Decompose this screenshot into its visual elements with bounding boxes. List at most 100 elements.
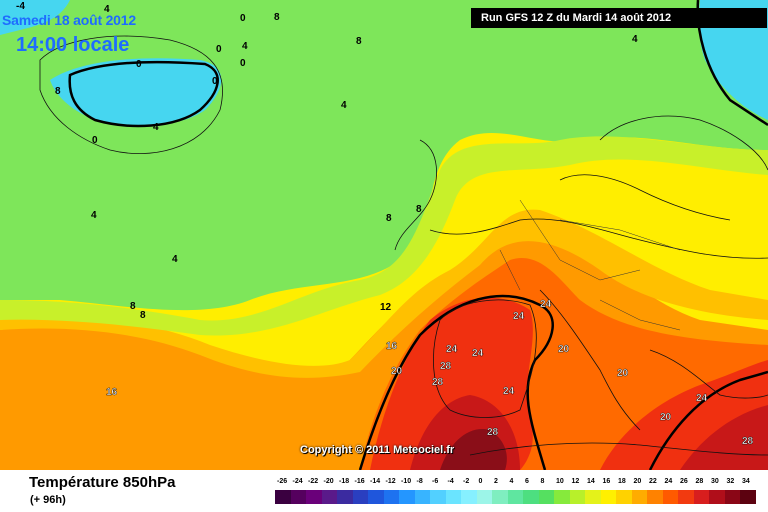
isotherm-value-label: 24 xyxy=(513,311,525,322)
isotherm-value-label: 24 xyxy=(472,348,484,359)
scale-tick-label: -2 xyxy=(463,478,470,485)
isotherm-value-label: 28 xyxy=(440,361,452,372)
scale-tick-label: -16 xyxy=(354,478,365,485)
scale-tick-label: 32 xyxy=(726,478,735,485)
forecast-offset: (+ 96h) xyxy=(30,494,66,506)
scale-swatch xyxy=(662,490,678,504)
scale-swatch xyxy=(352,490,368,504)
gold-band xyxy=(0,209,768,378)
scale-tick-label: 16 xyxy=(602,478,611,485)
yellow-green-zone xyxy=(0,136,768,336)
scale-swatch xyxy=(430,490,446,504)
scale-tick-label: 10 xyxy=(556,478,564,485)
scale-tick-label: -8 xyxy=(416,478,423,485)
land-borders xyxy=(499,199,681,331)
scale-swatch xyxy=(554,490,570,504)
isotherm-value-label: -4 xyxy=(16,1,25,12)
scale-swatch xyxy=(600,490,616,504)
scale-swatch xyxy=(368,490,384,504)
isotherm-value-label: 4 xyxy=(153,122,159,133)
scale-swatch xyxy=(337,490,353,504)
scale-swatch xyxy=(693,490,709,504)
scale-swatch xyxy=(321,490,337,504)
scale-swatch xyxy=(538,490,554,504)
scale-tick-label: 2 xyxy=(494,478,498,485)
scale-tick-label: -6 xyxy=(432,478,439,485)
scale-tick-label: 30 xyxy=(711,478,719,485)
isotherm-value-label: 24 xyxy=(696,393,708,404)
isotherm-value-label: 28 xyxy=(487,427,499,438)
scale-swatch xyxy=(275,490,291,504)
cold-cyan-greenland xyxy=(50,58,222,126)
isotherm-value-label: 20 xyxy=(660,412,672,423)
isotherm-value-label: 24 xyxy=(446,344,458,355)
isotherm-value-label: 20 xyxy=(558,344,570,355)
scale-swatch xyxy=(585,490,601,504)
scale-tick-label: 20 xyxy=(633,478,642,485)
scale-swatch xyxy=(569,490,585,504)
isotherm-value-label: 8 xyxy=(356,36,362,47)
valid-date: Samedi 18 août 2012 xyxy=(2,12,136,28)
isotherm-0-greenland xyxy=(68,60,219,128)
isotherm-value-label: 4 xyxy=(242,41,248,52)
isotherm-value-label: 4 xyxy=(104,4,110,15)
scale-swatch xyxy=(740,490,756,504)
scale-swatch xyxy=(647,490,663,504)
scale-tick-label: -18 xyxy=(339,478,350,485)
scale-swatch xyxy=(507,490,523,504)
scale-swatch xyxy=(523,490,539,504)
isotherm-value-label: 28 xyxy=(742,436,754,447)
scale-tick-label: 22 xyxy=(649,478,657,485)
scale-swatch xyxy=(476,490,492,504)
scale-tick-label: 12 xyxy=(571,478,580,485)
scale-tick-label: 8 xyxy=(540,478,545,485)
scale-tick-label: 34 xyxy=(742,478,750,485)
isotherm-value-label: 0 xyxy=(240,13,246,24)
isotherm-value-label: 0 xyxy=(216,44,222,55)
isotherm-value-label: 8 xyxy=(416,204,422,215)
scale-swatch xyxy=(461,490,477,504)
isotherm-value-label: 24 xyxy=(503,386,515,397)
coastlines xyxy=(39,35,768,456)
scale-swatch xyxy=(631,490,647,504)
scale-swatch xyxy=(414,490,430,504)
scale-tick-label: -26 xyxy=(277,478,288,485)
scale-swatch xyxy=(709,490,725,504)
isotherm-value-label: 0 xyxy=(240,58,246,69)
cold-cyan-corner xyxy=(0,0,70,35)
copyright-notice: Copyright © 2011 Meteociel.fr xyxy=(300,444,455,456)
isotherm-value-label: 20 xyxy=(391,366,403,377)
isotherm-value-label: 24 xyxy=(540,299,552,310)
isotherm-value-label: 16 xyxy=(386,341,398,352)
isotherm-value-label: 0 xyxy=(136,59,142,70)
isotherm-value-label: 4 xyxy=(632,34,638,45)
scale-tick-label: 18 xyxy=(618,478,626,485)
isotherm-24-east xyxy=(648,370,768,470)
legend-title: Température 850hPa xyxy=(29,474,176,491)
scale-tick-label: -22 xyxy=(308,478,319,485)
isotherm-value-label: 12 xyxy=(380,302,392,313)
isotherm-value-label: 8 xyxy=(274,12,280,23)
isotherm-value-label: 0 xyxy=(92,135,98,146)
scale-swatch xyxy=(399,490,415,504)
scale-swatch xyxy=(678,490,694,504)
valid-time: 14:00 locale xyxy=(16,34,130,56)
scale-tick-label: -4 xyxy=(447,478,454,485)
scale-swatch xyxy=(290,490,306,504)
scale-swatch xyxy=(616,490,632,504)
isotherm-value-label: 8 xyxy=(55,86,61,97)
isotherm-value-label: 8 xyxy=(140,310,146,321)
scale-tick-label: -24 xyxy=(292,478,303,485)
scale-tick-label: -20 xyxy=(323,478,334,485)
scale-tick-label: -14 xyxy=(370,478,381,485)
scale-swatch xyxy=(306,490,322,504)
maroon-core xyxy=(440,429,507,470)
scale-tick-label: 24 xyxy=(664,478,673,485)
dark-red-east xyxy=(680,405,768,470)
scale-swatch xyxy=(445,490,461,504)
scale-swatch xyxy=(492,490,508,504)
isotherm-value-label: 28 xyxy=(432,377,444,388)
